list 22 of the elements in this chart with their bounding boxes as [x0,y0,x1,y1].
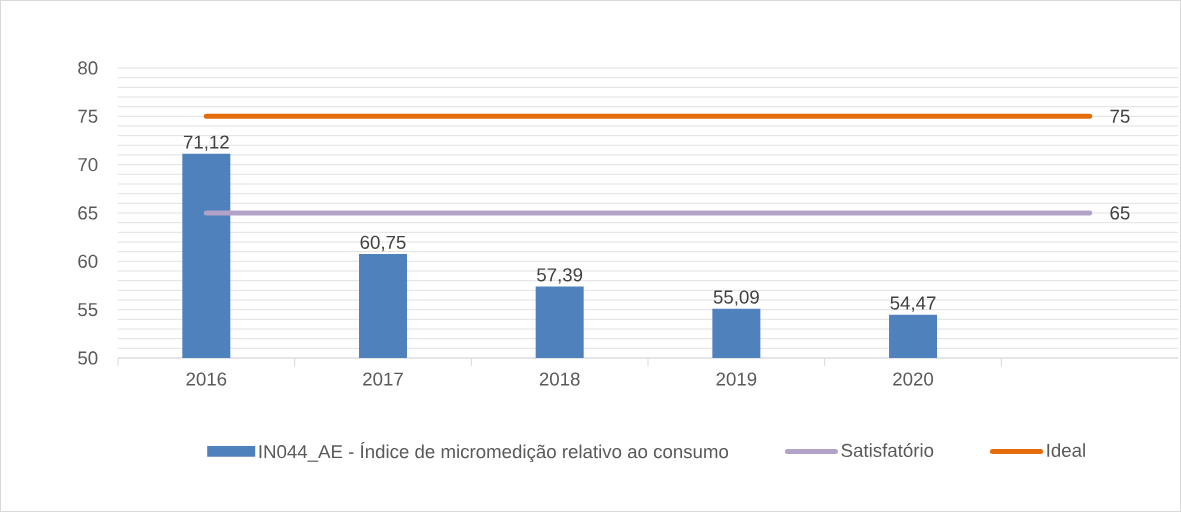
y-tick-label: 60 [78,254,98,268]
x-tick-label: 2019 [716,372,757,386]
y-tick-label: 55 [78,303,98,317]
data-label: 55,09 [713,290,759,306]
y-tick-label: 80 [78,61,98,75]
y-tick-label: 65 [78,206,98,220]
y-tick-label: 75 [78,109,98,123]
x-tick-label: 2017 [363,372,403,386]
legend-label: Ideal [1047,443,1085,457]
y-tick-label: 50 [78,351,98,365]
x-tick-label: 2020 [893,372,934,386]
data-label: 54,47 [890,296,936,312]
data-label: 75 [1110,109,1130,123]
data-label: 57,39 [537,268,583,284]
data-label: 60,75 [360,235,406,252]
x-tick-label: 2018 [539,372,580,386]
data-label: 65 [1110,206,1130,220]
legend-label: Satisfatório [841,443,934,458]
y-tick-label: 70 [78,158,98,172]
legend-label: IN044_AE - Índice de micromedição relativo ao consumo [259,441,729,463]
data-label: 71,12 [183,135,229,151]
x-tick-label: 2016 [186,372,227,386]
